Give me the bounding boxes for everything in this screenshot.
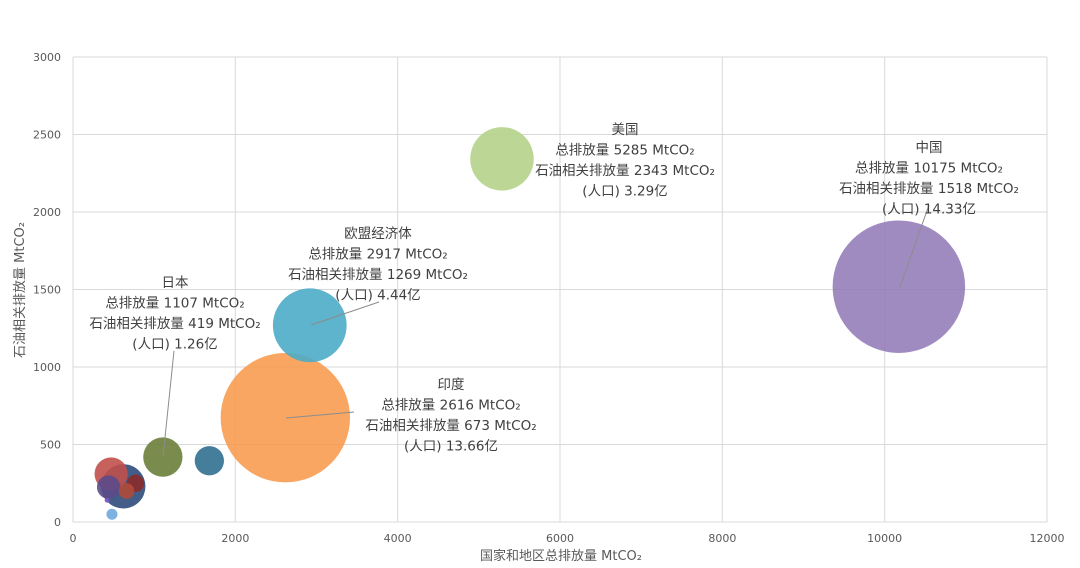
x-tick-label: 4000 [384,532,412,545]
annotation-line: (人口) 4.44亿 [335,288,420,304]
annotation-line: (人口) 1.26亿 [132,337,217,353]
leader-line [899,204,930,288]
bubbles [94,127,966,520]
annotation-line: 总排放量 2616 MtCO₂ [381,398,520,414]
annotation-line: 印度 [438,377,465,393]
x-tick-label: 8000 [708,532,736,545]
annotation-line: 总排放量 2917 MtCO₂ [308,247,447,263]
x-axis-label: 国家和地区总排放量 MtCO₂ [480,548,642,564]
bubble-10 [118,483,135,499]
bubble-5 [194,446,225,476]
annotation-line: 美国 [612,122,639,138]
y-axis-label: 石油相关排放量 MtCO₂ [13,222,28,358]
annotation-line: 中国 [916,140,943,156]
bubble-8 [96,475,121,499]
bubble-2 [470,127,534,191]
bubble-4 [143,437,183,477]
bubble-11 [106,508,118,520]
y-tick-label: 3000 [33,51,61,64]
annotation-line: 总排放量 5285 MtCO₂ [555,143,694,159]
annotation-line: 石油相关排放量 1269 MtCO₂ [288,267,468,283]
annotation-line: 石油相关排放量 673 MtCO₂ [365,418,536,434]
leader-line [285,411,355,419]
annotation-line: 总排放量 10175 MtCO₂ [855,161,1003,177]
annotation-line: 石油相关排放量 2343 MtCO₂ [535,163,715,179]
bubble-3 [272,288,347,363]
x-tick-label: 12000 [1030,532,1065,545]
x-tick-label: 10000 [867,532,902,545]
annotation-line: 欧盟经济体 [344,226,412,242]
bubble-0 [832,220,966,353]
y-tick-label: 2500 [33,129,61,142]
annotation-line: (人口) 14.33亿 [882,202,976,218]
tick-labels: 0 2000 4000 6000 8000 10000 12000 0 500 1000 1500 2… [33,51,1065,545]
y-tick-label: 0 [54,516,61,529]
y-tick-label: 1500 [33,284,61,297]
annotation-line: 日本 [162,275,189,291]
bubble-12 [104,497,110,503]
x-tick-label: 0 [70,532,77,545]
annotation-line: 总排放量 1107 MtCO₂ [105,296,244,312]
annotation-line: (人口) 13.66亿 [404,439,498,455]
annotation-line: 石油相关排放量 1518 MtCO₂ [839,181,1019,197]
y-tick-label: 2000 [33,206,61,219]
x-tick-label: 6000 [546,532,574,545]
leader-lines [162,204,930,458]
y-tick-label: 1000 [33,361,61,374]
x-tick-label: 2000 [221,532,249,545]
y-tick-label: 500 [40,439,61,452]
leader-line [162,350,175,458]
leader-line [310,301,380,326]
annotation-line: 石油相关排放量 419 MtCO₂ [89,316,260,332]
annotation-line: (人口) 3.29亿 [582,184,667,200]
bubble-1 [220,353,351,483]
